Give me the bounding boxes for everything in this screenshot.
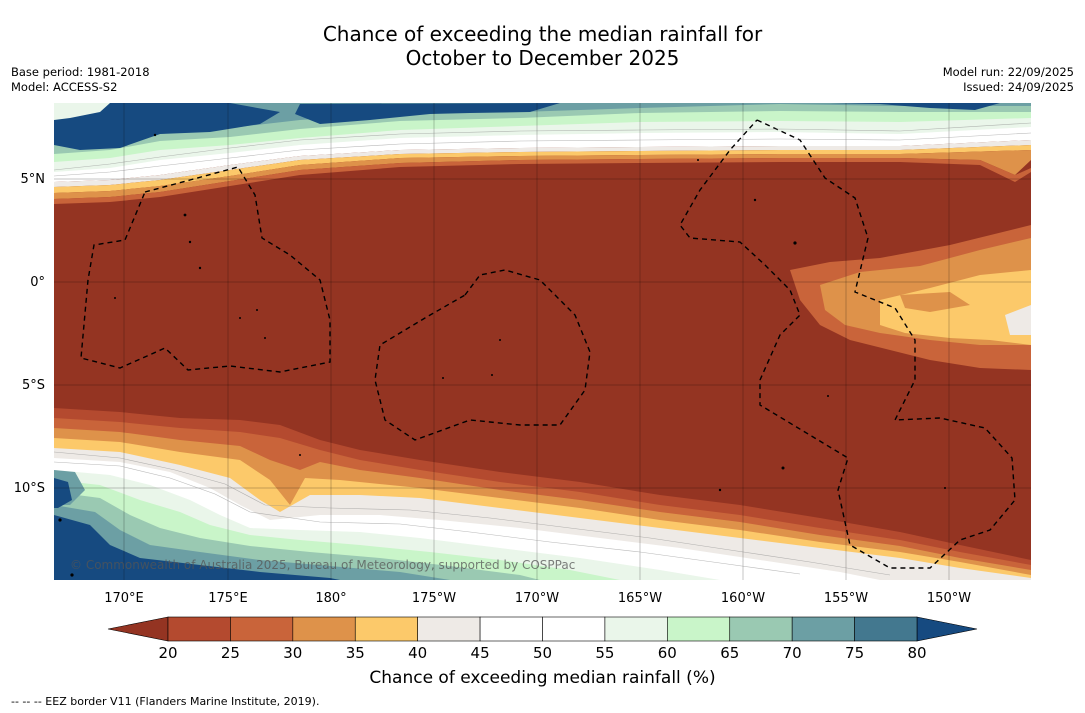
east-tongue-40 — [1005, 305, 1031, 335]
colorbar-tick: 40 — [408, 644, 427, 662]
colorbar-tick: 60 — [658, 644, 677, 662]
title-line-2: October to December 2025 — [405, 46, 680, 70]
north-white-top — [54, 103, 110, 120]
colorbar-label: Chance of exceeding median rainfall (%) — [369, 668, 716, 688]
north-band-80c — [700, 103, 1000, 110]
colorbar-tick: 50 — [533, 644, 552, 662]
north-band-40 — [54, 140, 1031, 187]
issued-date: Issued: 24/09/2025 — [963, 80, 1074, 94]
eez-borders — [80, 119, 1016, 569]
colorbar-tick: 75 — [845, 644, 864, 662]
south-band-80-bump — [54, 478, 72, 508]
colorbar-segment — [292, 616, 356, 642]
colorbar-tick: 30 — [283, 644, 302, 662]
map-title: Chance of exceeding the median rainfall … — [0, 22, 1085, 70]
meta-left: Base period: 1981-2018 Model: ACCESS-S2 — [11, 65, 150, 95]
map-field — [54, 103, 1031, 580]
graticule — [54, 103, 1031, 580]
lon-label: 175°E — [208, 591, 248, 606]
lon-axis: 170°E 175°E 180° 175°W 170°W 165°W 160°W… — [104, 591, 971, 606]
east-tongue-25b — [900, 292, 970, 312]
eez-kiribati-line — [679, 119, 1016, 569]
lon-label: 180° — [315, 591, 346, 606]
lat-label: 5°N — [21, 172, 46, 187]
lon-label: 165°W — [618, 591, 662, 606]
lon-label: 160°W — [721, 591, 765, 606]
islands — [58, 133, 946, 577]
colorbar-segment — [542, 616, 606, 642]
title-line-1: Chance of exceeding the median rainfall … — [322, 22, 763, 46]
colorbar-tick: 65 — [720, 644, 739, 662]
lat-label: 10°S — [14, 481, 45, 496]
colorbar-segment — [417, 616, 481, 642]
colorbar-tick: 20 — [158, 644, 177, 662]
north-band-35b — [54, 145, 1031, 193]
lon-label: 170°E — [104, 591, 144, 606]
north-band-30 — [54, 150, 1031, 199]
lat-label: 5°S — [22, 378, 45, 393]
colorbar-tick: 45 — [471, 644, 490, 662]
base-period: Base period: 1981-2018 — [11, 65, 150, 79]
model-name: Model: ACCESS-S2 — [11, 80, 118, 94]
model-run: Model run: 22/09/2025 — [942, 65, 1074, 79]
colorbar-tick: 35 — [346, 644, 365, 662]
lon-label: 175°W — [412, 591, 456, 606]
north-band-80a — [54, 103, 280, 150]
meta-right: Model run: 22/09/2025 Issued: 24/09/2025 — [943, 65, 1074, 95]
colorbar: 20 25 30 35 40 45 50 55 60 65 70 75 80 — [107, 616, 978, 662]
colorbar-segment — [230, 616, 294, 642]
north-band-80b — [295, 103, 560, 124]
eez-footnote: -- -- -- EEZ border V11 (Flanders Marine… — [11, 695, 320, 708]
colorbar-segment — [167, 616, 231, 642]
colorbar-segment — [604, 616, 668, 642]
colorbar-tick: 80 — [907, 644, 926, 662]
north-band-25 — [54, 158, 1031, 204]
colorbar-segment — [791, 616, 855, 642]
colorbar-tick: 25 — [221, 644, 240, 662]
colorbar-under-arrow — [107, 616, 169, 642]
copyright-notice: © Commonwealth of Australia 2025, Bureau… — [70, 558, 576, 572]
lon-label: 170°W — [515, 591, 559, 606]
lon-label: 155°W — [824, 591, 868, 606]
contour-lines — [54, 122, 1031, 576]
south-band-80 — [54, 515, 340, 580]
lon-label: 150°W — [927, 591, 971, 606]
colorbar-segment — [479, 616, 543, 642]
colorbar-tick: 55 — [595, 644, 614, 662]
eez-kiribati-gilbert — [80, 166, 331, 373]
lat-label: 0° — [30, 275, 45, 290]
colorbar-segment — [854, 616, 918, 642]
lat-axis: 5°N 0° 5°S 10°S — [14, 172, 45, 496]
colorbar-segment — [729, 616, 793, 642]
colorbar-tick: 70 — [783, 644, 802, 662]
colorbar-over-arrow — [916, 616, 978, 642]
colorbar-segment — [354, 616, 418, 642]
colorbar-segment — [667, 616, 731, 642]
